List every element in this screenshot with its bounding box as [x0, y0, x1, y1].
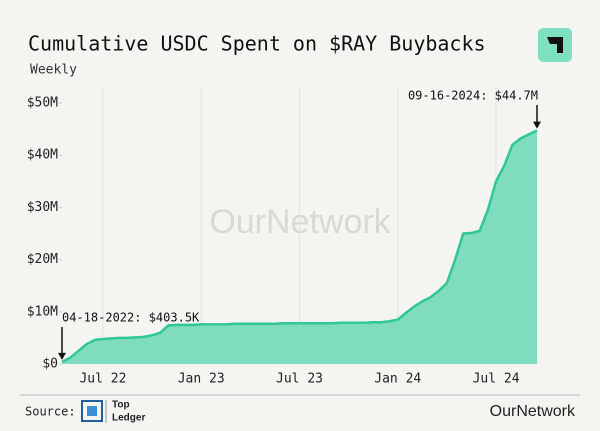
source-name: Top [112, 400, 130, 411]
line [61, 129, 538, 364]
y-tick-label: $20M [27, 252, 58, 267]
y-tick-label: $50M [27, 96, 58, 111]
chart-title: Cumulative USDC Spent on $RAY Buybacks [28, 32, 486, 56]
brand-name: OurNetwork [490, 403, 576, 420]
source-label: Source: [25, 405, 76, 419]
y-tick-label: $40M [27, 148, 58, 163]
brand-logo [538, 28, 572, 62]
x-tick-label: Jul 23 [276, 372, 323, 387]
source-logo-inner [87, 406, 97, 416]
source-logo [81, 400, 103, 422]
x-tick-label: Jul 22 [79, 372, 126, 387]
annotation: 09-16-2024: $44.7M [408, 89, 538, 103]
area [62, 130, 537, 364]
annotation-arrowhead [58, 352, 66, 360]
y-tick-label: $0 [42, 357, 58, 372]
source-name: Ledger [112, 413, 145, 424]
x-tick-label: Jan 24 [374, 372, 421, 387]
x-tick-label: Jul 24 [473, 372, 520, 387]
x-tick-label: Jan 23 [178, 372, 225, 387]
y-tick-label: $10M [27, 304, 58, 319]
chart-subtitle: Weekly [30, 63, 77, 78]
watermark: OurNetwork [209, 203, 391, 241]
brand-logo-mark [547, 37, 563, 53]
y-tick-label: $30M [27, 200, 58, 215]
annotation-arrowhead [533, 121, 541, 129]
annotation: 04-18-2022: $403.5K [62, 311, 200, 325]
